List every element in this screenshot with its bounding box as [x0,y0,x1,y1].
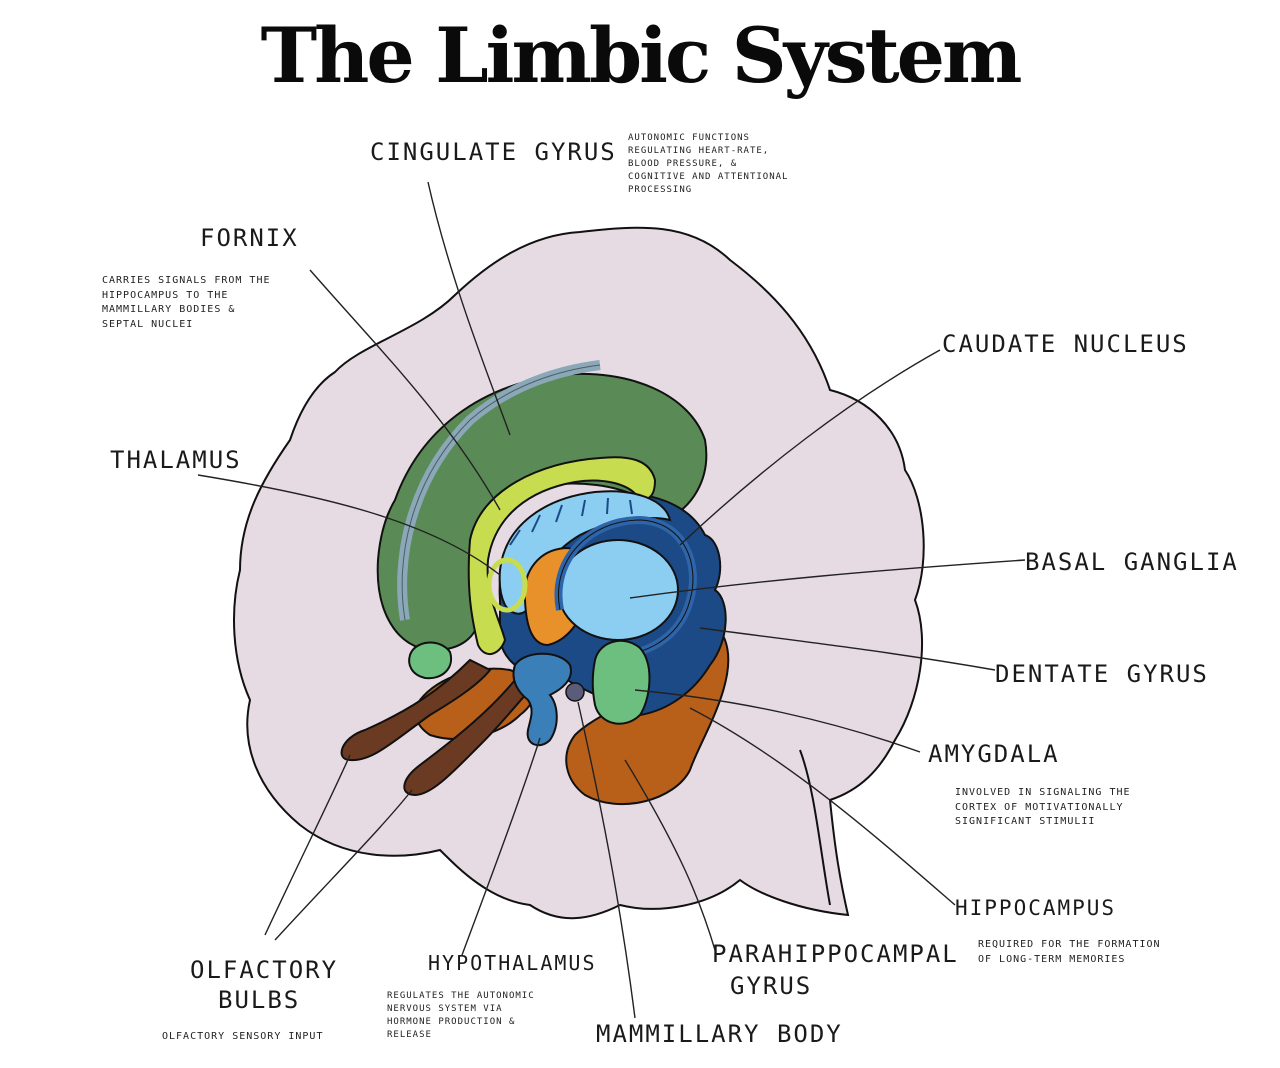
note-line: NERVOUS SYSTEM VIA [387,1004,503,1015]
label-hippocampus: HIPPOCAMPUS [955,896,1117,920]
label-dentate-gyrus: DENTATE GYRUS [995,660,1209,688]
thalamus-loop [486,557,528,613]
note-olfactory-bulbs: OLFACTORY SENSORY INPUT [162,1031,324,1042]
mammillary-shape [565,682,585,702]
note-line: PROCESSING [628,185,693,196]
label-parahippocampal-line1: PARAHIPPOCAMPAL [712,940,959,968]
amygdala-shape [591,639,651,725]
cingulate-stripe-outline [401,364,601,621]
label-amygdala: AMYGDALA [928,740,1060,768]
note-line: REGULATES THE AUTONOMIC [387,991,535,1001]
brain-inner-curve [799,749,831,906]
note-line: SEPTAL NUCLEI [102,318,194,330]
left-green-blob [408,641,453,680]
hippocampus-ring-outline [558,519,694,657]
label-mammillary-body: MAMMILLARY BODY [596,1020,843,1048]
note-line: SIGNIFICANT STIMULII [955,816,1096,827]
leader-lines [197,181,1026,1019]
note-line: AUTONOMIC FUNCTIONS [628,133,750,143]
olfactory-bulb-2 [403,678,532,797]
label-hypothalamus: HYPOTHALAMUS [428,951,597,975]
label-olfactory-line1: OLFACTORY [190,956,339,984]
label-fornix: FORNIX [200,224,299,252]
note-line: HIPPOCAMPUS TO THE [102,289,229,301]
basal-ganglia-shape [557,539,679,641]
note-fornix: CARRIES SIGNALS FROM THE HIPPOCAMPUS TO … [102,274,271,332]
page-title: The Limbic System [260,11,1023,100]
note-line: REGULATING HEART-RATE, [628,146,770,157]
label-olfactory-line2: BULBS [218,986,301,1014]
label-basal-ganglia: BASAL GANGLIA [1025,548,1239,576]
note-line: OF LONG-TERM MEMORIES [978,953,1126,965]
note-hippocampus: REQUIRED FOR THE FORMATION OF LONG-TERM … [978,938,1161,967]
label-parahippocampal-line2: GYRUS [730,972,813,1000]
olfactory-bulb-1 [340,658,492,762]
note-line: COGNITIVE AND ATTENTIONAL [628,172,789,183]
note-line: CORTEX OF MOTIVATIONALLY [955,801,1124,813]
hypothalamus-shape [512,652,572,747]
note-amygdala: INVOLVED IN SIGNALING THE CORTEX OF MOTI… [955,786,1131,830]
note-line: BLOOD PRESSURE, & [628,159,738,170]
caudate-ribs [509,497,633,546]
fornix-shape [467,456,657,655]
note-line: CARRIES SIGNALS FROM THE [102,275,271,286]
note-line: HORMONE PRODUCTION & [387,1017,516,1028]
note-line: REQUIRED FOR THE FORMATION [978,939,1161,950]
label-thalamus: THALAMUS [110,446,242,474]
note-line: RELEASE [387,1030,432,1041]
note-line: INVOLVED IN SIGNALING THE [955,787,1131,798]
note-cingulate-gyrus: AUTONOMIC FUNCTIONS REGULATING HEART-RAT… [628,132,788,197]
note-line: MAMMILLARY BODIES & [102,304,236,315]
label-caudate-nucleus: CAUDATE NUCLEUS [942,330,1189,358]
label-cingulate-gyrus: CINGULATE GYRUS [370,138,617,166]
note-hypothalamus: REGULATES THE AUTONOMIC NERVOUS SYSTEM V… [387,990,535,1042]
